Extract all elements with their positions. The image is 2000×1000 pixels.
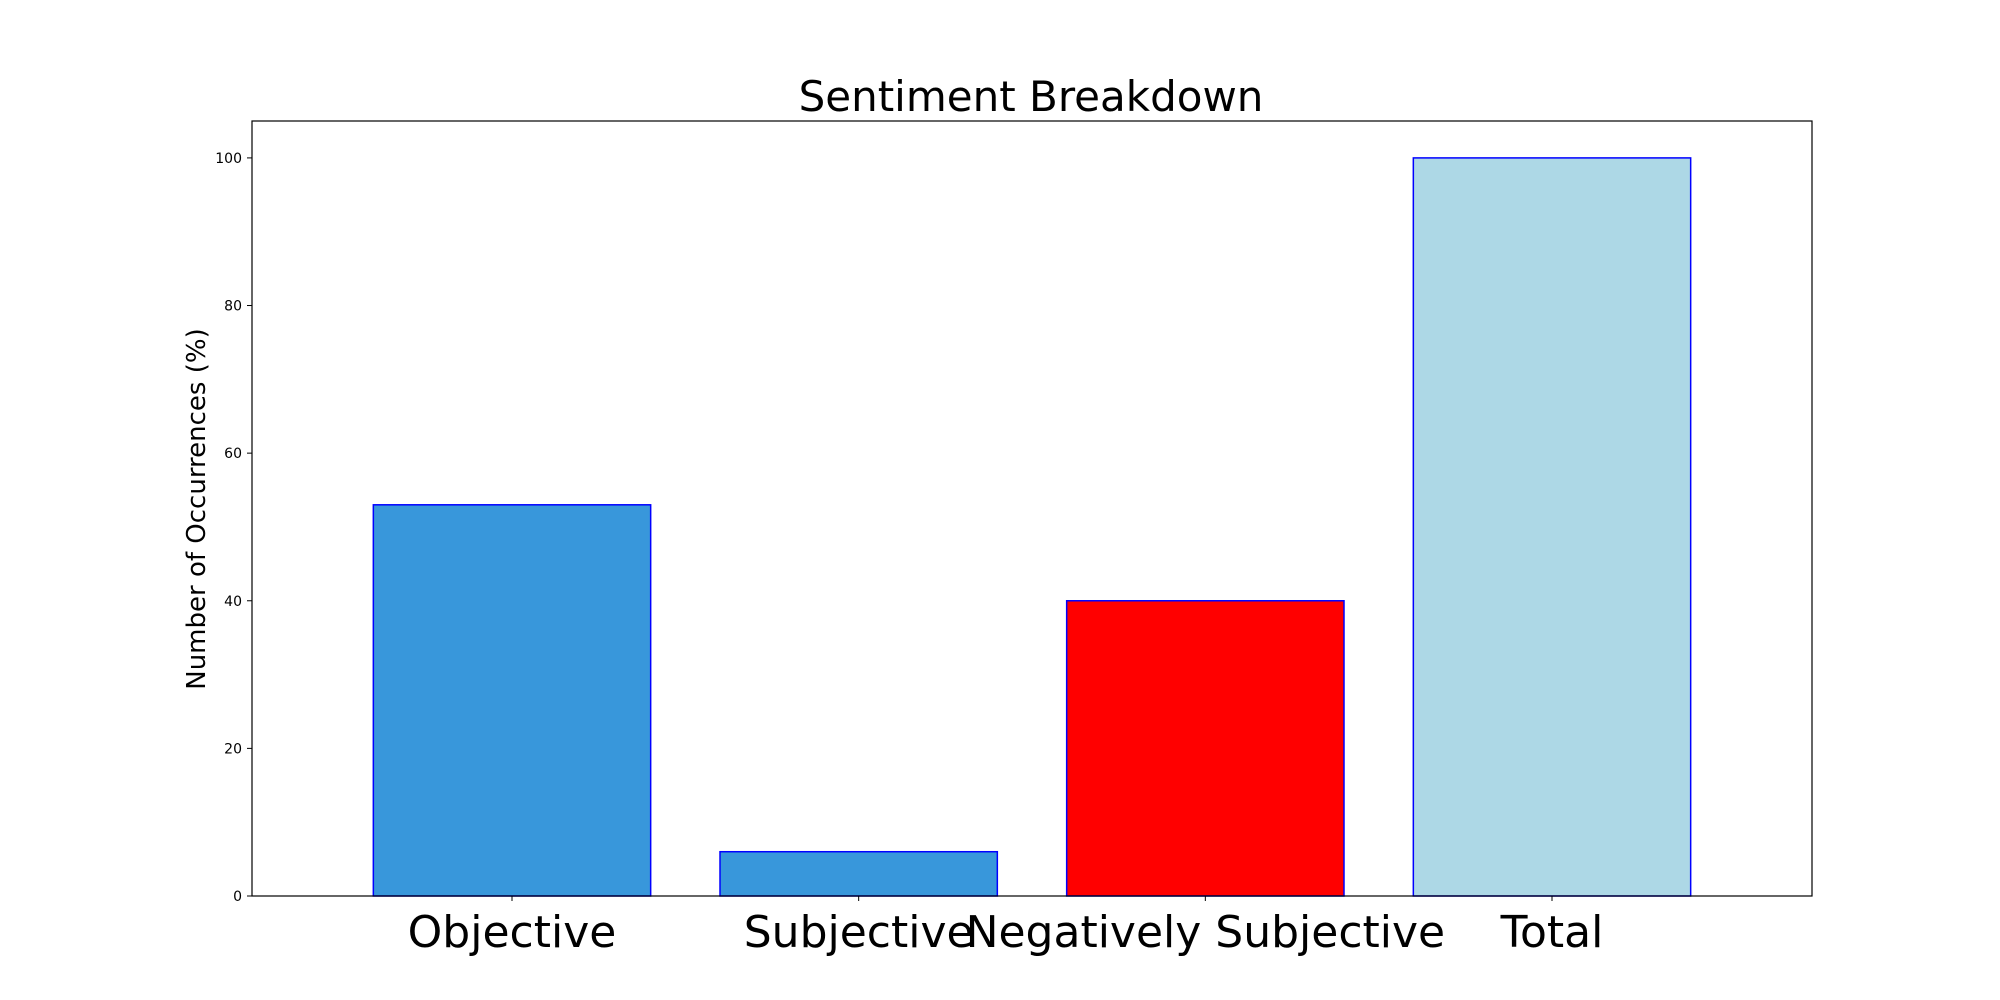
y-tick-label: 100: [215, 151, 242, 167]
y-tick-label: 0: [233, 889, 242, 905]
bar-negatively-subjective: [1065, 600, 1345, 897]
bars-group: [372, 157, 1692, 897]
x-tick-label: Objective: [408, 907, 617, 958]
plot-frame: [251, 120, 1813, 897]
x-tick-label: Negatively Subjective: [966, 907, 1446, 958]
y-tick-label: 40: [224, 594, 242, 610]
y-tick-label: 60: [224, 446, 242, 462]
y-axis-label: Number of Occurrences (%): [182, 328, 212, 690]
x-tick-label: Total: [1500, 907, 1604, 958]
y-axis-ticks: 0 20 40 60 80 100: [215, 151, 252, 905]
chart-title: Sentiment Breakdown: [799, 72, 1264, 121]
x-tick-label: Subjective: [744, 907, 974, 958]
bar-total: [1412, 157, 1692, 897]
bar-subjective: [719, 850, 999, 897]
y-tick-label: 80: [224, 299, 242, 315]
bar-objective: [372, 504, 652, 897]
y-tick-label: 20: [224, 741, 242, 757]
